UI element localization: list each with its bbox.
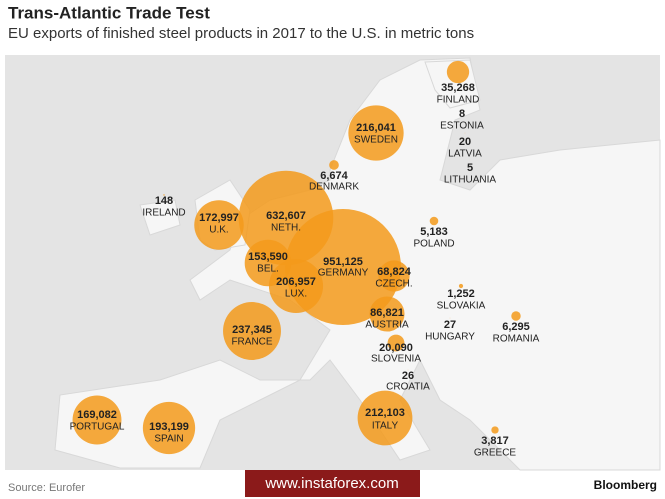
- country-label: POLAND: [413, 239, 454, 250]
- bubble: [387, 334, 405, 352]
- country-label: NETH.: [271, 223, 301, 234]
- subtitle: EU exports of finished steel products in…: [8, 25, 474, 42]
- value-label: 8: [459, 108, 465, 120]
- bubble: [142, 401, 196, 455]
- value-label: 26: [402, 370, 414, 382]
- value-label: 68,824: [377, 266, 412, 278]
- country-label: GREECE: [474, 448, 517, 459]
- value-label: 5,183: [420, 226, 448, 238]
- country-label: PORTUGAL: [70, 422, 125, 433]
- bubble: [511, 311, 521, 321]
- watermark: www.instaforex.com: [264, 475, 398, 492]
- bubble: [194, 200, 244, 250]
- value-label: 86,821: [370, 307, 404, 319]
- value-label: 3,817: [481, 435, 509, 447]
- bubble: [223, 302, 281, 360]
- bubbles: [72, 60, 521, 455]
- bubble: [446, 60, 470, 84]
- bubble: [163, 194, 165, 196]
- value-label: 951,125: [323, 256, 363, 268]
- value-label: 216,041: [356, 122, 396, 134]
- bubble: [369, 296, 405, 332]
- source: Source: Eurofer: [8, 482, 85, 494]
- bubble: [329, 160, 339, 170]
- value-label: 153,590: [248, 251, 288, 263]
- country-label: AUSTRIA: [365, 320, 409, 331]
- country-label: BEL.: [257, 264, 279, 275]
- bubble: [458, 283, 464, 289]
- country-label: SWEDEN: [354, 135, 398, 146]
- country-label: CROATIA: [386, 382, 430, 393]
- value-label: 6,295: [502, 321, 530, 333]
- country-label: CZECH.: [375, 279, 412, 290]
- brand: Bloomberg: [594, 478, 657, 492]
- country-label: GERMANY: [318, 268, 369, 279]
- country-label: FRANCE: [231, 337, 272, 348]
- bubble: [357, 390, 413, 446]
- value-label: 169,082: [77, 409, 117, 421]
- watermark-box: [245, 470, 420, 497]
- bubble: [407, 369, 409, 371]
- bubble: [491, 426, 499, 434]
- value-label: 172,997: [199, 212, 239, 224]
- bubble: [429, 216, 439, 226]
- country-label: U.K.: [209, 225, 228, 236]
- value-label: 5: [467, 162, 473, 174]
- bubble: [348, 105, 404, 161]
- country-label: IRELAND: [142, 208, 185, 219]
- value-label: 237,345: [232, 324, 272, 336]
- country-label: LUX.: [285, 289, 307, 300]
- country-label: FINLAND: [437, 95, 480, 106]
- value-label: 6,674: [320, 170, 348, 182]
- bubble: [378, 260, 410, 292]
- country-label: HUNGARY: [425, 332, 475, 343]
- value-label: 20,090: [379, 342, 413, 354]
- value-label: 1,252: [447, 288, 475, 300]
- country-label: DENMARK: [309, 182, 359, 193]
- country-label: LITHUANIA: [444, 175, 497, 186]
- country-label: SLOVENIA: [371, 354, 421, 365]
- value-label: 27: [444, 319, 456, 331]
- value-label: 212,103: [365, 407, 405, 419]
- country-label: SLOVAKIA: [437, 301, 486, 312]
- bubble: [268, 258, 324, 314]
- country-label: ITALY: [372, 421, 399, 432]
- bubble: [449, 317, 451, 319]
- value-label: 632,607: [266, 210, 306, 222]
- country-label: SPAIN: [154, 434, 183, 445]
- value-label: 148: [155, 195, 173, 207]
- value-label: 35,268: [441, 82, 475, 94]
- bubble: [72, 395, 122, 445]
- value-label: 206,957: [276, 276, 316, 288]
- country-label: ROMANIA: [493, 334, 540, 345]
- value-label: 20: [459, 136, 471, 148]
- country-label: ESTONIA: [440, 121, 484, 132]
- country-label: LATVIA: [448, 149, 482, 160]
- value-label: 193,199: [149, 421, 189, 433]
- bubble: [464, 132, 466, 134]
- title: Trans-Atlantic Trade Test: [8, 3, 210, 22]
